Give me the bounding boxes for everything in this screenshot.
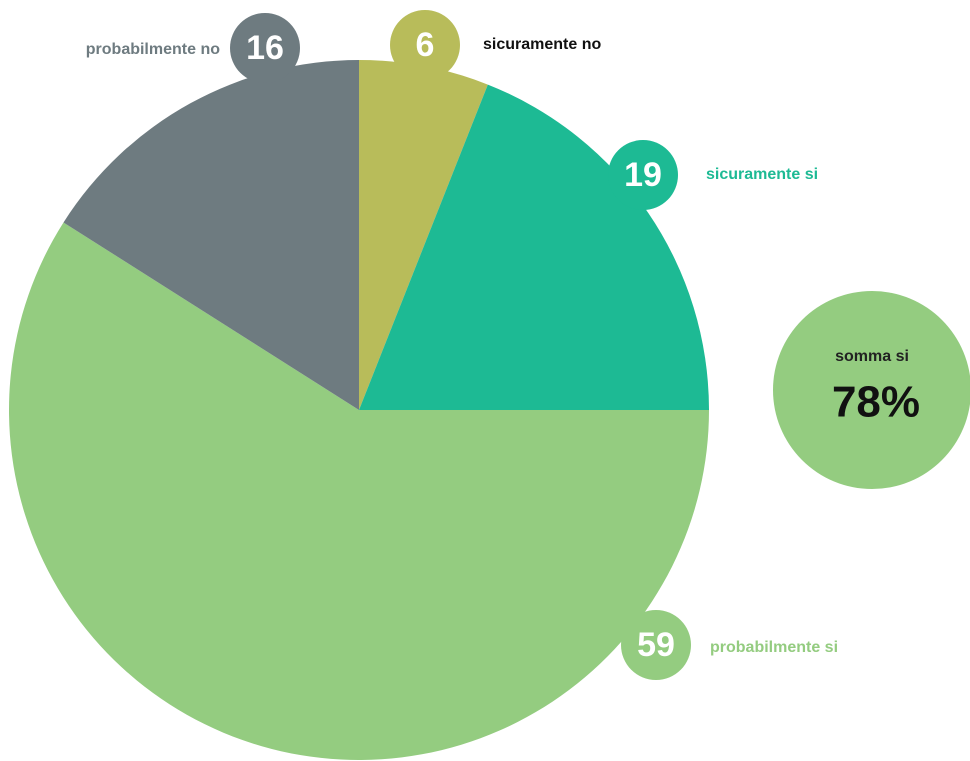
value-label: 19 — [624, 156, 662, 194]
value-badge — [621, 610, 691, 680]
category-label: sicuramente no — [483, 36, 601, 53]
value-badge — [608, 140, 678, 210]
annotation-value: 78% — [832, 378, 920, 427]
slices — [8, 60, 710, 761]
pie-slice — [359, 84, 709, 410]
category-label: sicuramente si — [706, 166, 818, 183]
value-badge — [230, 13, 300, 83]
value-badge — [390, 10, 460, 80]
value-label: 59 — [637, 626, 675, 664]
pie-slice — [359, 60, 488, 410]
pie-slice — [63, 60, 359, 410]
value-label: 16 — [246, 29, 284, 67]
category-label: probabilmente si — [710, 639, 838, 656]
category-label: probabilmente no — [86, 41, 220, 58]
value-label: 6 — [416, 26, 435, 64]
annotation-bubble — [773, 291, 970, 489]
annotation-label: somma si — [835, 348, 909, 365]
pie-slice — [8, 222, 710, 761]
